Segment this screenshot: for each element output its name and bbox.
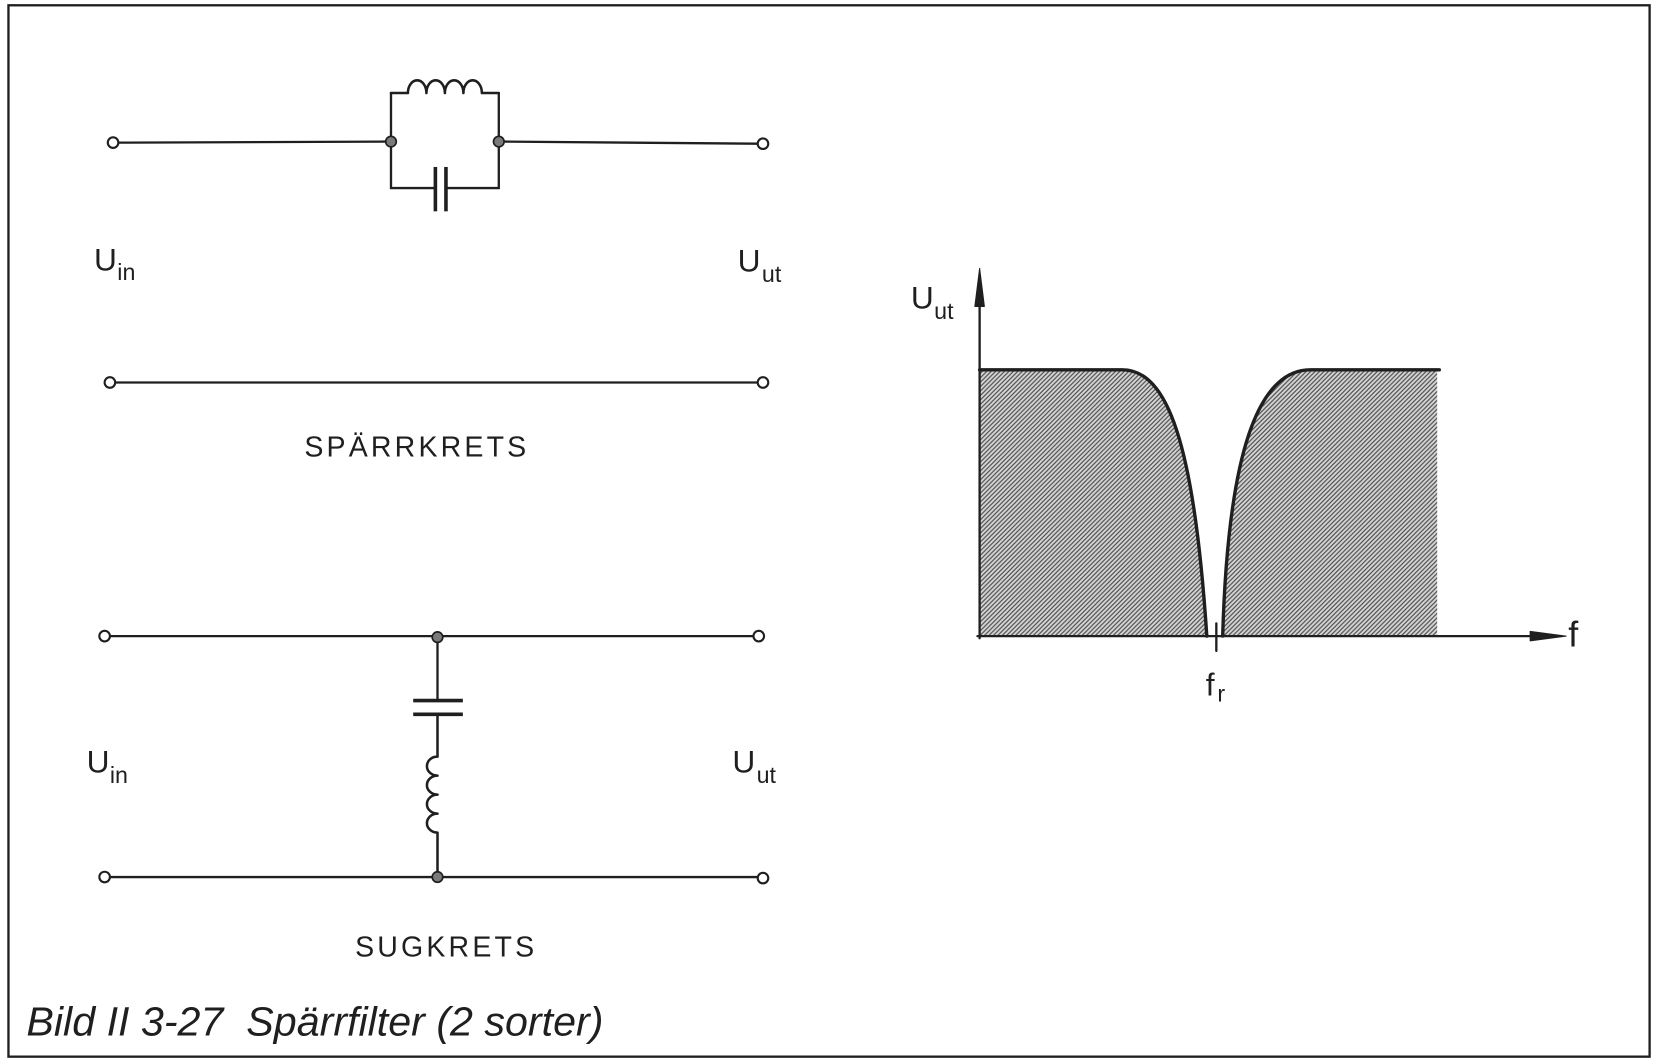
voltage-symbol: U (87, 743, 110, 779)
input-voltage-label: Uin (87, 743, 128, 788)
output-terminal (756, 137, 770, 151)
voltage-subscript: in (110, 762, 128, 788)
junction-node-top (431, 631, 444, 644)
y-axis-arrowhead (974, 267, 985, 307)
voltage-subscript: ut (934, 298, 954, 324)
voltage-symbol: U (738, 243, 761, 279)
circuit-title: SUGKRETS (355, 931, 537, 963)
voltage-symbol: U (94, 242, 117, 278)
input-terminal (106, 136, 120, 149)
sugkrets-circuit: Uin Uut SUGKRETS (87, 629, 777, 963)
output-terminal-top (752, 629, 766, 643)
return-terminal-right (756, 376, 770, 389)
circuit-title: SPÄRRKRETS (304, 431, 529, 463)
return-terminal-left (103, 376, 117, 389)
passband-area-high (1222, 369, 1438, 637)
inductor-symbol (389, 79, 501, 95)
y-axis-label: Uut (911, 280, 954, 325)
voltage-subscript: ut (757, 762, 777, 788)
frequency-subscript: r (1217, 681, 1225, 707)
junction-node-left (384, 135, 398, 148)
inductor-symbol (425, 713, 439, 879)
output-terminal-bottom (756, 871, 770, 885)
input-voltage-label: Uin (94, 242, 135, 286)
voltage-subscript: ut (762, 261, 782, 287)
output-wire (502, 140, 759, 145)
junction-node-right (492, 135, 505, 148)
figure-caption: Bild II 3-27 Spärrfilter (2 sorter) (26, 999, 603, 1045)
sparrkrets-circuit: Uin Uut SPÄRRKRETS (94, 79, 782, 463)
frequency-symbol: f (1206, 666, 1215, 702)
x-axis-arrowhead (1529, 630, 1567, 642)
input-wire (117, 140, 387, 144)
voltage-symbol: U (911, 280, 934, 316)
voltage-symbol: U (732, 743, 755, 779)
passband-area-low (979, 369, 1207, 637)
output-voltage-label: Uut (732, 743, 776, 788)
response-curve-low (977, 368, 1209, 638)
input-terminal-bottom (98, 870, 111, 884)
response-curve-high (1220, 368, 1441, 638)
output-voltage-label: Uut (738, 243, 782, 288)
x-axis-label: f (1568, 614, 1579, 655)
input-terminal-top (98, 629, 111, 643)
voltage-subscript: in (117, 259, 135, 285)
junction-node-bottom (431, 870, 444, 884)
